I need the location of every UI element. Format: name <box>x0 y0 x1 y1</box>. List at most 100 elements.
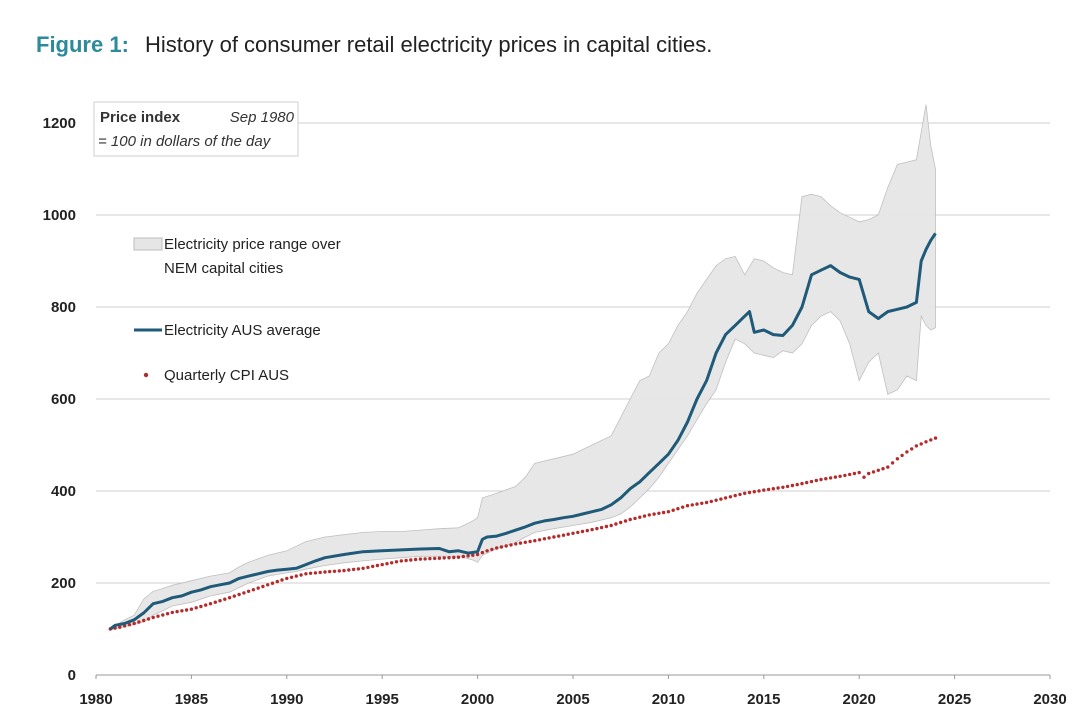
cpi-point-21 <box>208 602 213 606</box>
cpi-point-134 <box>747 490 752 495</box>
y-tick-label-1000: 1000 <box>43 207 76 224</box>
cpi-point-120 <box>681 505 685 509</box>
cpi-point-50 <box>347 568 351 572</box>
x-tick-label-2020: 2020 <box>843 691 876 708</box>
cpi-point-76 <box>471 553 475 557</box>
cpi-point-119 <box>676 507 680 511</box>
cpi-point-54 <box>366 565 370 570</box>
cpi-point-87 <box>523 540 527 544</box>
x-axis-ticks: 1980 1985 1990 1995 2000 2005 2010 2015 2020 2025… <box>79 675 1067 708</box>
cpi-point-165 <box>895 457 900 461</box>
cpi-point-95 <box>561 533 566 537</box>
cpi-point-25 <box>227 596 232 600</box>
cpi-point-28 <box>242 591 246 595</box>
legend-label-average: Electricity AUS average <box>164 322 321 339</box>
cpi-point-91 <box>542 537 547 541</box>
cpi-point-161 <box>876 468 880 472</box>
cpi-point-65 <box>418 557 423 561</box>
cpi-point-135 <box>752 490 756 494</box>
cpi-point-19 <box>199 604 203 609</box>
cpi-point-73 <box>456 555 461 559</box>
cpi-point-129 <box>723 496 728 500</box>
cpi-point-163 <box>886 465 890 469</box>
cpi-point-86 <box>518 541 523 545</box>
cpi-point-106 <box>614 522 618 526</box>
cpi-point-153 <box>838 474 842 478</box>
cpi-point-149 <box>819 477 823 482</box>
cpi-point-46 <box>328 569 332 574</box>
cpi-point-125 <box>704 500 709 505</box>
cpi-series <box>108 436 938 631</box>
cpi-point-155 <box>848 472 852 477</box>
cpi-point-173 <box>933 436 938 440</box>
cpi-point-102 <box>595 526 599 531</box>
cpi-point-107 <box>619 520 623 525</box>
cpi-point-94 <box>557 534 561 538</box>
cpi-point-112 <box>642 514 647 518</box>
x-tick-label-2030: 2030 <box>1033 691 1066 708</box>
cpi-point-79 <box>485 549 489 553</box>
cpi-point-146 <box>805 480 809 485</box>
cpi-point-89 <box>533 539 537 543</box>
cpi-point-67 <box>428 556 432 561</box>
price-range-band <box>109 104 936 631</box>
cpi-point-59 <box>390 561 394 565</box>
cpi-point-75 <box>466 554 470 558</box>
cpi-point-64 <box>413 557 418 562</box>
cpi-point-92 <box>547 536 551 540</box>
x-tick-label-1990: 1990 <box>270 691 303 708</box>
cpi-point-158 <box>862 475 866 479</box>
cpi-point-41 <box>304 572 308 576</box>
cpi-point-16 <box>184 608 189 612</box>
cpi-point-164 <box>890 461 895 465</box>
cpi-point-122 <box>690 503 694 507</box>
cpi-point-147 <box>809 479 814 484</box>
cpi-point-12 <box>165 612 170 616</box>
cpi-point-34 <box>270 581 275 585</box>
cpi-point-13 <box>170 610 174 615</box>
cpi-point-148 <box>814 478 818 483</box>
cpi-point-88 <box>528 539 532 544</box>
cpi-point-140 <box>776 486 780 490</box>
cpi-point-47 <box>332 569 337 573</box>
cpi-point-22 <box>213 600 217 604</box>
legend: Electricity price range over NEM capital… <box>133 236 341 384</box>
cpi-point-138 <box>766 487 771 492</box>
cpi-point-121 <box>685 504 690 508</box>
cpi-point-63 <box>409 558 413 562</box>
cpi-point-123 <box>695 502 699 506</box>
cpi-point-4 <box>127 623 132 627</box>
cpi-point-7 <box>142 618 146 623</box>
cpi-point-70 <box>442 556 446 560</box>
cpi-point-85 <box>514 542 518 546</box>
cpi-point-168 <box>910 447 914 451</box>
cpi-point-109 <box>628 517 632 522</box>
cpi-point-90 <box>537 538 542 542</box>
cpi-point-104 <box>604 524 609 529</box>
cpi-point-56 <box>375 563 380 568</box>
cpi-point-83 <box>504 544 508 548</box>
cpi-point-167 <box>905 450 909 454</box>
x-tick-label-2015: 2015 <box>747 691 780 708</box>
note-title: Price index <box>100 109 181 126</box>
cpi-point-27 <box>237 592 241 597</box>
figure-title: Figure 1: History of consumer retail ele… <box>36 32 712 58</box>
cpi-point-144 <box>795 482 799 487</box>
cpi-point-14 <box>175 609 179 614</box>
cpi-point-137 <box>762 488 766 492</box>
note-base-date: Sep 1980 <box>230 109 295 126</box>
legend-label-range-2: NEM capital cities <box>164 260 283 277</box>
range-band-area <box>109 104 936 631</box>
y-tick-label-600: 600 <box>51 391 76 408</box>
cpi-point-68 <box>433 556 437 561</box>
average-line <box>109 232 937 631</box>
cpi-point-11 <box>161 613 165 617</box>
cpi-point-110 <box>633 516 637 521</box>
cpi-point-111 <box>638 515 642 519</box>
cpi-point-32 <box>261 584 265 589</box>
cpi-point-30 <box>251 588 256 592</box>
cpi-point-2 <box>118 625 122 629</box>
cpi-point-101 <box>590 527 594 532</box>
cpi-point-151 <box>828 476 833 480</box>
cpi-point-81 <box>495 546 499 550</box>
